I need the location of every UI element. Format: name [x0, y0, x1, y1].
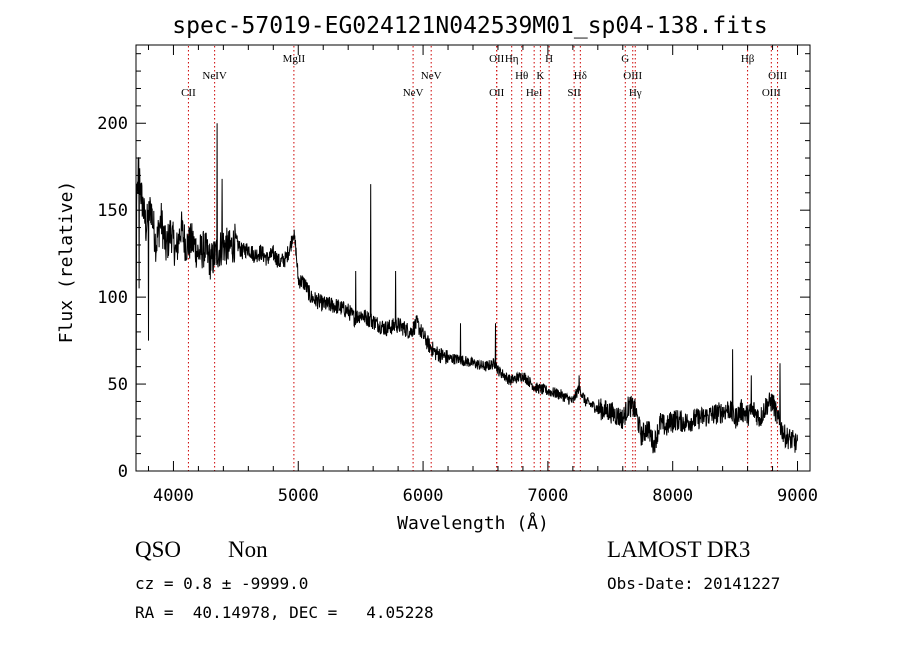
x-tick-label-9000: 9000 — [777, 486, 818, 506]
x-tick-label-8000: 8000 — [652, 486, 693, 506]
x-axis: 4000 5000 6000 7000 8000 9000 — [147, 45, 818, 506]
y-tick-label-50: 50 — [108, 375, 128, 395]
line-marker-label-9: HeI — [526, 87, 543, 99]
coordinates-readout: RA = 40.14978, DEC = 4.05228 — [135, 603, 434, 622]
spectrum-line — [135, 123, 798, 457]
line-marker-label-8: Hθ — [515, 70, 528, 82]
subclass-label: Non — [228, 537, 268, 562]
redshift-readout: cz = 0.8 ± -9999.0 — [135, 574, 309, 593]
line-marker-label-13: Hδ — [574, 70, 587, 82]
line-marker-label-3: NeV — [403, 87, 424, 99]
x-tick-label-4000: 4000 — [153, 486, 194, 506]
line-marker-label-15: OIII — [623, 70, 642, 82]
line-marker-label-6: OII — [489, 87, 505, 99]
line-marker-label-16: Hγ — [629, 87, 642, 99]
chart-title: spec-57019-EG024121N042539M01_sp04-138.f… — [172, 13, 767, 39]
x-tick-label-5000: 5000 — [278, 486, 319, 506]
line-marker-label-1: NeIV — [202, 70, 226, 82]
emission-line-markers: CIINeIVMgIINeVNeVOIIOIIHηHθHeIKHSIIHδGOI… — [181, 46, 787, 471]
y-tick-label-150: 150 — [97, 201, 128, 221]
line-marker-label-19: OIII — [768, 70, 787, 82]
plot-frame — [135, 44, 811, 472]
classification-label: QSO — [135, 537, 182, 562]
y-axis: 0 50 100 150 200 — [97, 53, 810, 482]
survey-label: LAMOST DR3 — [607, 537, 751, 562]
line-marker-label-12: SII — [567, 87, 581, 99]
line-marker-label-18: OIII — [762, 87, 781, 99]
y-tick-label-0: 0 — [118, 462, 128, 482]
y-axis-label: Flux (relative) — [56, 181, 77, 344]
line-marker-label-14: G — [621, 53, 629, 65]
line-marker-label-2: MgII — [283, 53, 306, 65]
x-tick-label-6000: 6000 — [403, 486, 444, 506]
line-marker-label-11: H — [545, 53, 553, 65]
y-tick-label-200: 200 — [97, 114, 128, 134]
y-tick-label-100: 100 — [97, 288, 128, 308]
line-marker-label-10: K — [536, 70, 544, 82]
line-marker-label-7: Hη — [505, 53, 519, 65]
line-marker-label-4: NeV — [421, 70, 442, 82]
obs-date-readout: Obs-Date: 20141227 — [607, 574, 781, 593]
line-marker-label-0: CII — [181, 87, 196, 99]
x-axis-label: Wavelength (Å) — [397, 512, 549, 534]
x-tick-label-7000: 7000 — [527, 486, 568, 506]
line-marker-label-17: Hβ — [741, 53, 755, 65]
